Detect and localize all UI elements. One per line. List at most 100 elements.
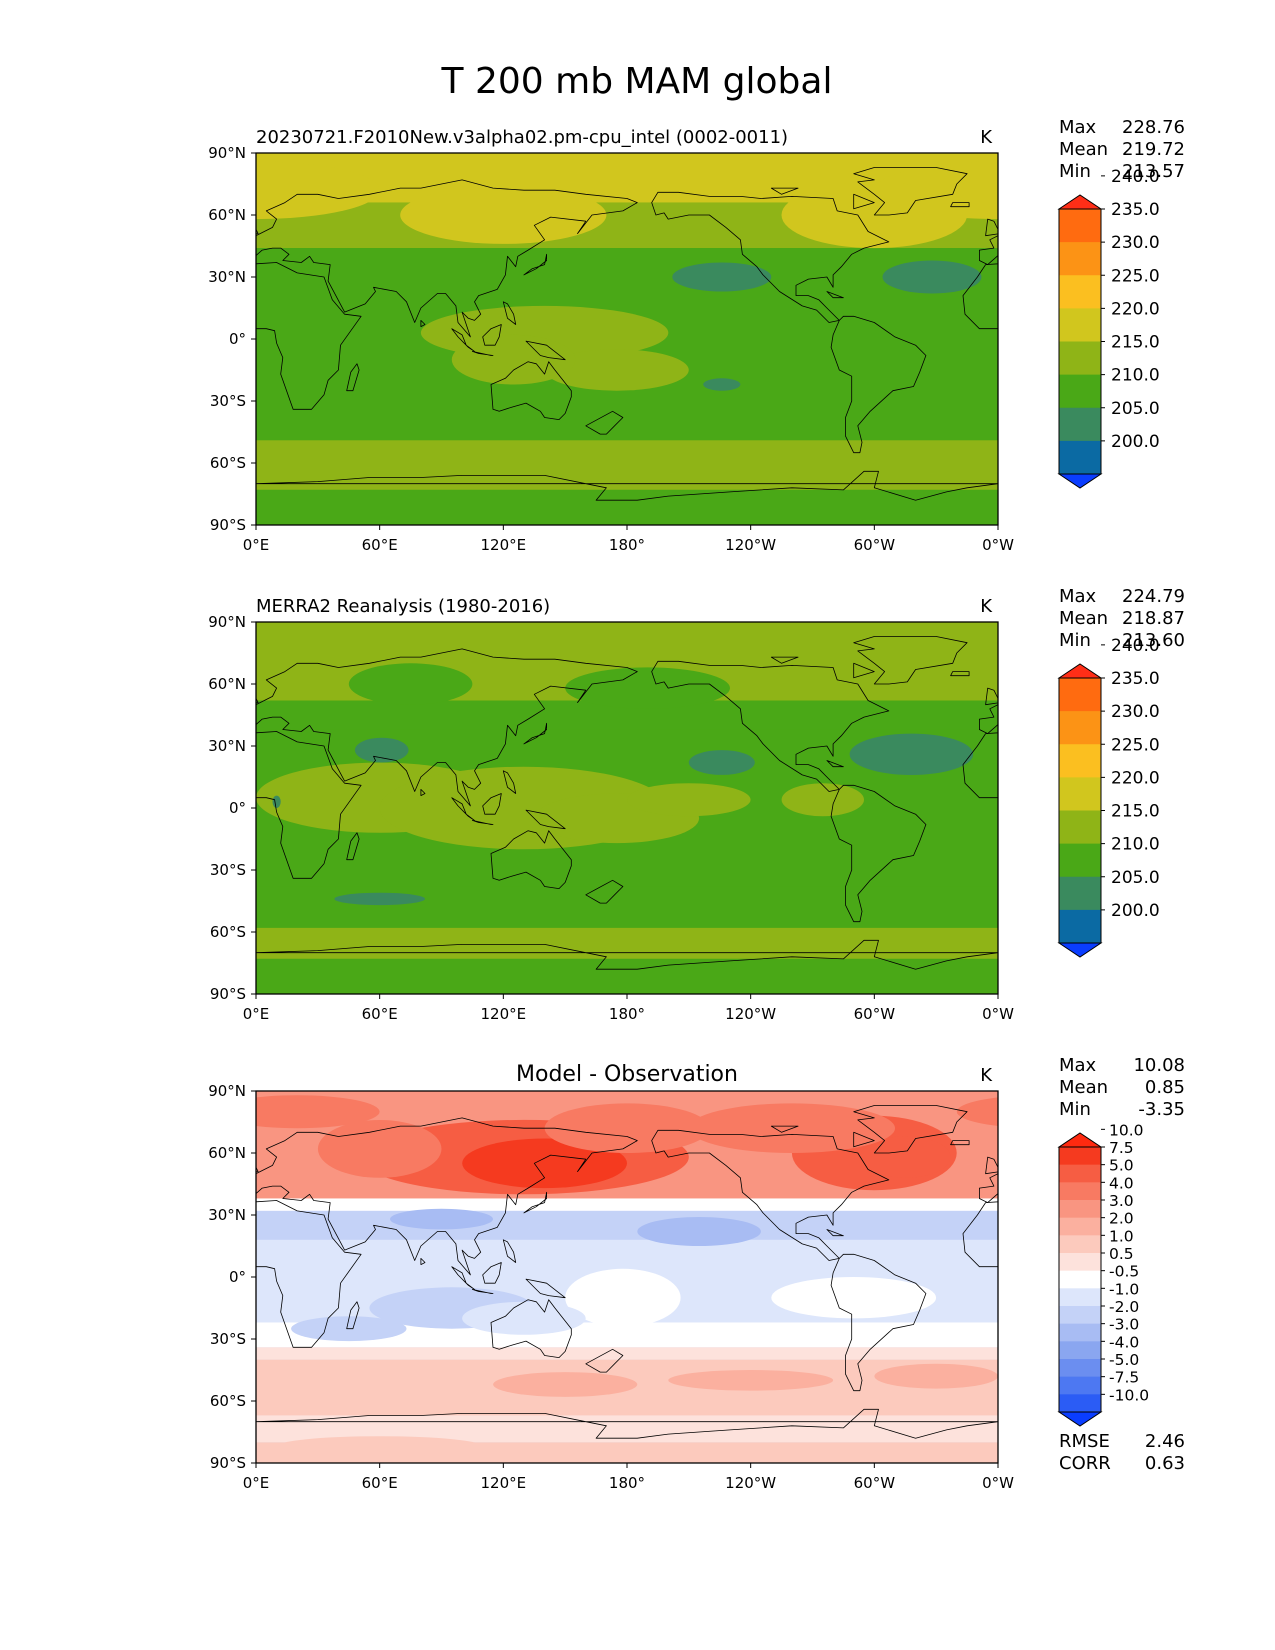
stat-label: Max (1059, 117, 1097, 138)
x-tick-label: 0°W (982, 1474, 1014, 1492)
y-tick-label: 90°S (210, 516, 246, 534)
panel-3: Model - Observation K 0°E 60°E 120°E 180° 120°… (0, 1055, 1275, 1492)
units-label: K (980, 596, 993, 617)
field-blob (627, 783, 751, 817)
colorbar-label: -3.0 (1109, 1316, 1139, 1334)
x-tick-label: 60°E (362, 1005, 398, 1023)
colorbar-segment (1059, 744, 1101, 778)
colorbar-segment (1059, 711, 1101, 745)
field-band (256, 1347, 998, 1360)
contour-field (0, 153, 1275, 525)
colorbar-segment (1059, 777, 1101, 811)
stat-value: 224.79 (1122, 586, 1185, 607)
colorbar-segment (1059, 678, 1101, 712)
colorbar-label: 230.0 (1111, 233, 1160, 253)
colorbar-segment (1059, 1341, 1101, 1360)
colorbar-segment (1059, 275, 1101, 309)
field-blob (781, 783, 864, 817)
colorbar-label: 7.5 (1109, 1139, 1134, 1157)
field-blob (1015, 796, 1023, 808)
colorbar: -10.0-7.5-5.0-4.0-3.0-2.0-1.0-0.50.51.02… (1057, 1121, 1149, 1427)
field-blob (1142, 186, 1275, 244)
x-tick-label: 120°W (725, 1474, 776, 1492)
y-tick-label: 90°N (208, 1082, 246, 1100)
field-blob (849, 733, 974, 775)
field-blob (0, 1103, 153, 1153)
field-blob (272, 795, 281, 808)
colorbar-label: 225.0 (1111, 735, 1160, 755)
field-blob (451, 334, 576, 385)
field-blob (132, 1364, 256, 1389)
y-tick-label: 30°S (210, 861, 246, 879)
stat-value: 228.76 (1122, 117, 1185, 138)
stat-value: 219.72 (1122, 139, 1185, 160)
colorbar-segment (1059, 1253, 1101, 1272)
field-band (256, 958, 998, 994)
coastlines (256, 167, 998, 501)
colorbar-bottom-extend (1057, 942, 1103, 958)
stat-value: -3.35 (1138, 1099, 1185, 1120)
panel-title: 20230721.F2010New.v3alpha02.pm-cpu_intel… (256, 127, 788, 148)
colorbar-label: 4.0 (1109, 1174, 1134, 1192)
colorbar-label: 210.0 (1111, 835, 1160, 855)
y-tick-label: 30°N (208, 1206, 246, 1224)
colorbar-label: 200.0 (1111, 432, 1160, 452)
stat-label: Mean (1059, 608, 1108, 629)
y-tick-label: 60°N (208, 1144, 246, 1162)
field-band (256, 927, 998, 959)
coastlines (256, 1105, 998, 1439)
x-tick-label: 60°W (854, 536, 896, 554)
colorbar-segment (1059, 909, 1101, 944)
colorbar-label: 215.0 (1111, 333, 1160, 353)
field-blob (1204, 1302, 1275, 1335)
contour-field (256, 622, 1023, 994)
field-blob (703, 378, 741, 391)
field-blob (544, 1103, 710, 1153)
y-tick-label: 30°S (210, 1330, 246, 1348)
field-blob (0, 1370, 91, 1391)
field-blob (462, 1301, 586, 1335)
colorbar-segment (1059, 1270, 1101, 1289)
field-blob (1163, 306, 1275, 360)
colorbar-label: 220.0 (1111, 768, 1160, 788)
field-blob (1194, 335, 1275, 385)
y-tick-label: 90°N (208, 144, 246, 162)
colorbar-label: 10.0 (1109, 1121, 1144, 1139)
colorbar-segment (1059, 1323, 1101, 1342)
map: 0°E 60°E 120°E 180° 120°W 60°W 0°W 90°S 60°S 30°S… (0, 1082, 1275, 1492)
coastlines (256, 636, 998, 970)
stat-label: Min (1059, 161, 1091, 182)
stat-value: 2.46 (1145, 1431, 1185, 1452)
colorbar-label: 205.0 (1111, 399, 1160, 419)
colorbar-label: 210.0 (1111, 366, 1160, 386)
colorbar-label: -4.0 (1109, 1333, 1139, 1351)
x-tick-label: 0°E (243, 536, 270, 554)
field-band (256, 1210, 998, 1240)
stat-value: 10.08 (1133, 1055, 1185, 1076)
colorbar-segment (1059, 308, 1101, 342)
colorbar-segment (1059, 843, 1101, 878)
field-blob (672, 262, 772, 292)
colorbar-label: 1.0 (1109, 1227, 1134, 1245)
y-tick-label: 90°N (208, 613, 246, 631)
field-blob (276, 1436, 483, 1457)
units-label: K (980, 127, 993, 148)
y-tick-label: 30°N (208, 268, 246, 286)
colorbar-segment (1059, 1288, 1101, 1307)
field-blob (874, 1363, 998, 1389)
colorbar-label: -0.5 (1109, 1263, 1139, 1281)
colorbar-segment (1059, 1200, 1101, 1219)
field-blob (50, 1116, 215, 1190)
field-band (256, 440, 998, 490)
colorbar-segment (1059, 876, 1101, 911)
colorbar-bottom-extend (1057, 473, 1103, 489)
field-blob (637, 1217, 761, 1246)
colorbar-label: 235.0 (1111, 200, 1160, 220)
stat-value: 213.57 (1122, 161, 1185, 182)
colorbar-segment (1059, 1182, 1101, 1201)
field-blob (0, 263, 29, 292)
colorbar-frame (1058, 1146, 1102, 1413)
colorbar: 200.0 205.0 210.0 215.0 220.0 225.0 230.0 235.0… (1057, 636, 1160, 958)
colorbar-segment (1059, 1359, 1101, 1378)
